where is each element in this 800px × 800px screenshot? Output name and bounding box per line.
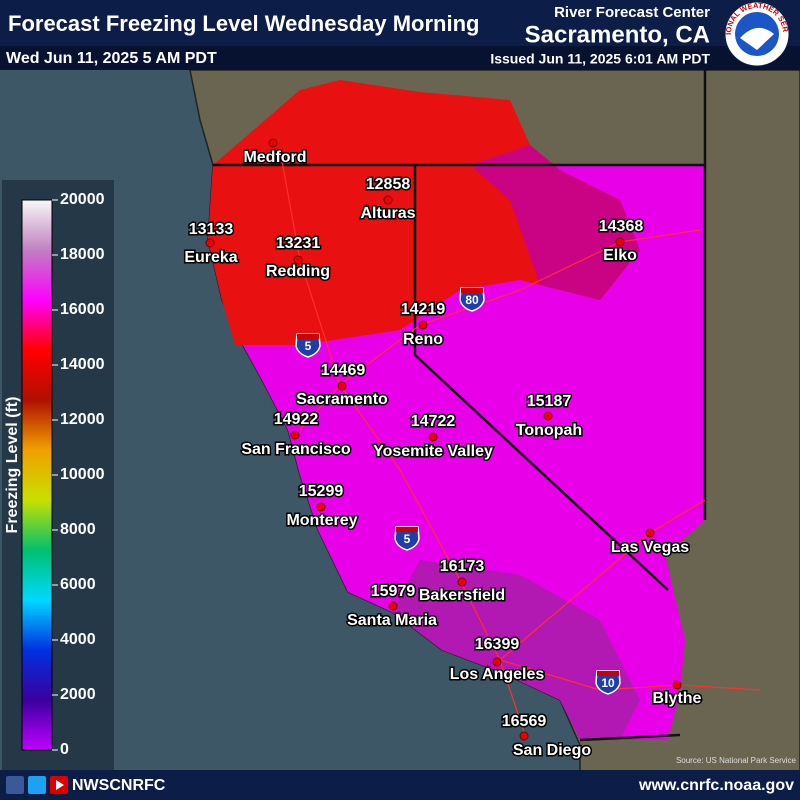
subheader-bar (0, 46, 800, 70)
shield-top (461, 288, 483, 293)
city-dot (672, 680, 682, 690)
city-name: Elko (603, 247, 637, 264)
city-name: San Francisco (241, 441, 351, 458)
shield-top (297, 334, 319, 339)
city-value: 14469 (321, 362, 366, 379)
city-dot (337, 381, 347, 391)
city-dot (290, 430, 300, 440)
legend-tick-label: 2000 (60, 686, 96, 703)
city-value: 13231 (276, 235, 321, 252)
footer-url[interactable]: www.cnrfc.noaa.gov (638, 777, 794, 794)
city-value: 14722 (411, 413, 456, 430)
valid-time: Wed Jun 11, 2025 5 AM PDT (6, 50, 217, 67)
legend-tick-label: 14000 (60, 356, 105, 373)
city-dot (293, 255, 303, 265)
city-name: Los Angeles (450, 666, 545, 683)
shield-label: 10 (601, 676, 615, 690)
city-value: 12858 (366, 176, 411, 193)
city-name: Blythe (653, 690, 702, 707)
city-value: 15299 (299, 483, 344, 500)
legend-tick-label: 0 (60, 741, 69, 758)
youtube-play (56, 780, 64, 790)
city-dot (428, 432, 438, 442)
issued: Issued Jun 11, 2025 6:01 AM PDT (490, 51, 710, 67)
city-name: Bakersfield (419, 587, 505, 604)
highway-shield: 5 (295, 333, 321, 358)
city-name: Monterey (286, 512, 357, 529)
legend-tick-label: 8000 (60, 521, 96, 538)
city-dot (205, 238, 215, 248)
legend-tick-label: 10000 (60, 466, 105, 483)
legend-tick-label: 4000 (60, 631, 96, 648)
city-value: 14368 (599, 218, 644, 235)
city-value: 15979 (371, 583, 416, 600)
city-value: 15187 (527, 393, 572, 410)
office-line2: Sacramento, CA (525, 21, 710, 48)
city-value: 16569 (502, 713, 547, 730)
legend-tick-label: 12000 (60, 411, 105, 428)
city-dot (418, 320, 428, 330)
city-dot (543, 411, 553, 421)
ca-nv-border (413, 165, 669, 591)
legend-tick-label: 20000 (60, 191, 105, 208)
shield-label: 5 (404, 532, 411, 546)
highway-shield: 10 (595, 670, 621, 695)
city-dot (316, 502, 326, 512)
freezing-zone-purple (392, 560, 640, 740)
mexico-border (579, 733, 681, 742)
shield-shape (394, 526, 420, 551)
shield-shape (595, 670, 621, 695)
city-name: Redding (266, 263, 330, 280)
city-dot (268, 138, 278, 148)
city-name: Tonopah (516, 422, 582, 439)
city-dot (492, 657, 502, 667)
highway-shield: 5 (394, 526, 420, 551)
city-dot (383, 195, 393, 205)
city-name: Alturas (360, 205, 415, 222)
city-name: Medford (243, 149, 306, 166)
office-line1: River Forecast Center (554, 4, 710, 21)
city-value: 14219 (401, 301, 446, 318)
twitter-icon[interactable] (28, 776, 46, 794)
city-name: Santa Maria (347, 612, 437, 629)
city-name: Eureka (184, 249, 237, 266)
shield-label: 5 (305, 339, 312, 353)
legend-tick-label: 18000 (60, 246, 105, 263)
source: Source: US National Park Service (676, 756, 797, 765)
shield-label: 80 (465, 293, 479, 307)
city-name: Reno (403, 331, 443, 348)
footer-handle: NWSCNRFC (72, 777, 166, 794)
title: Forecast Freezing Level Wednesday Mornin… (8, 11, 480, 36)
highway-shield: 80 (459, 287, 485, 312)
legend-tick-label: 6000 (60, 576, 96, 593)
city-dot (519, 731, 529, 741)
city-value: 16399 (475, 636, 520, 653)
legend-tick-label: 16000 (60, 301, 105, 318)
city-name: Las Vegas (611, 539, 689, 556)
city-name: Sacramento (296, 391, 388, 408)
city-dot (388, 601, 398, 611)
shield-top (597, 671, 619, 676)
city-name: Yosemite Valley (373, 443, 493, 460)
facebook-icon[interactable] (6, 776, 24, 794)
city-name: San Diego (513, 742, 591, 759)
city-dot (615, 237, 625, 247)
freezing-zone-transition (470, 145, 640, 300)
city-dot (645, 528, 655, 538)
state-borders (213, 70, 707, 742)
shield-shape (295, 333, 321, 358)
city-dot (457, 577, 467, 587)
city-value: 14922 (274, 411, 319, 428)
shield-top (396, 527, 418, 532)
freezing-zone-red (208, 80, 640, 345)
legend-title: Freezing Level (ft) (4, 397, 21, 534)
colorbar (21, 199, 53, 751)
city-value: 16173 (440, 558, 485, 575)
header-bar (0, 0, 800, 46)
city-value: 13133 (189, 221, 234, 238)
footer-bar (0, 770, 800, 800)
shield-shape (459, 287, 485, 312)
